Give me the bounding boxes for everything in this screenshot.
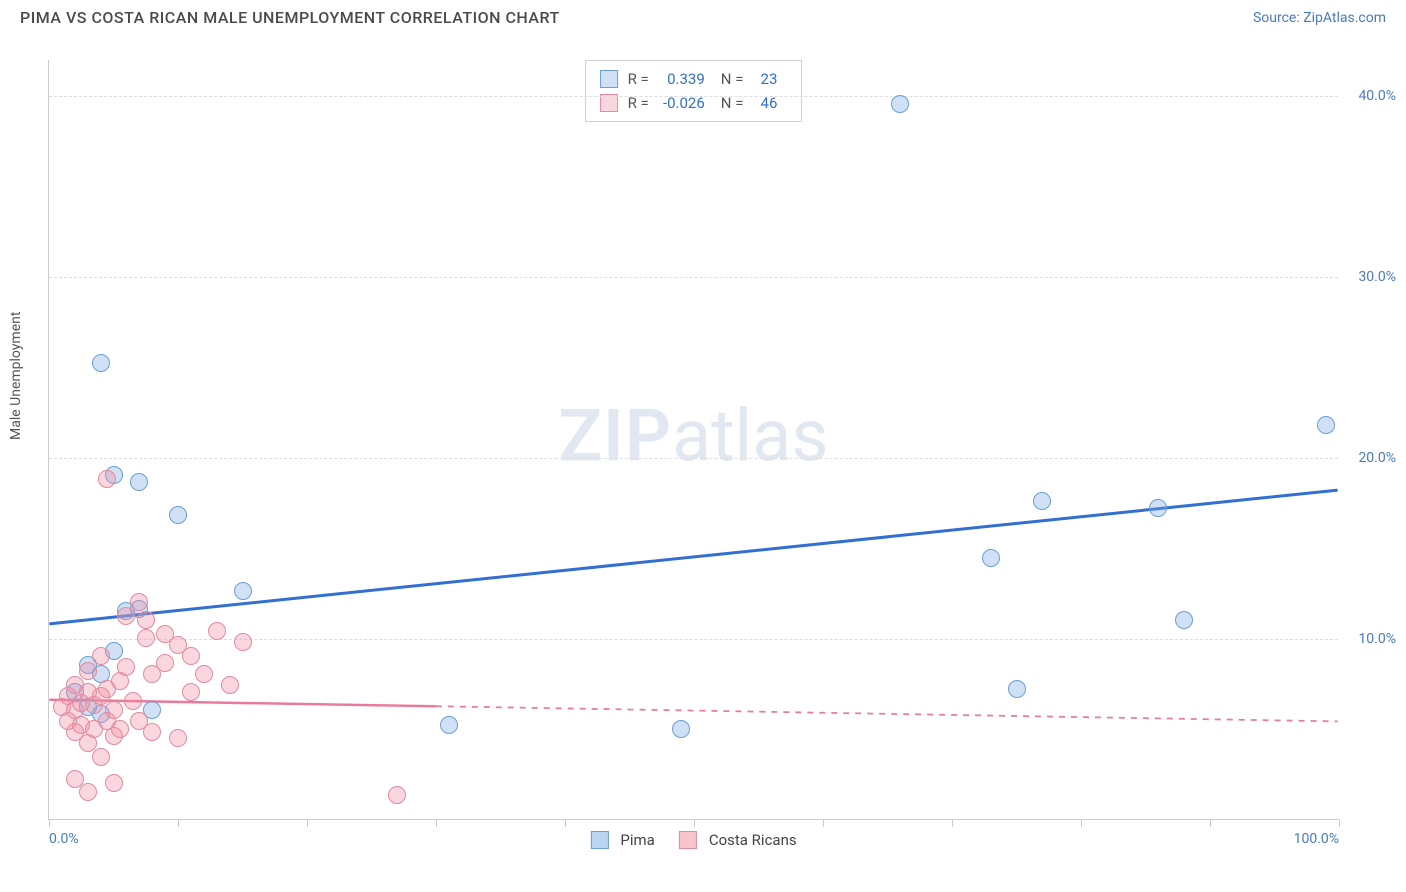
data-point (195, 665, 213, 683)
data-point (98, 470, 116, 488)
y-axis-label: Male Unemployment (8, 312, 24, 440)
data-point (388, 786, 406, 804)
x-tick (1081, 819, 1082, 827)
data-point (440, 716, 458, 734)
x-tick-label: 0.0% (49, 831, 79, 847)
data-point (59, 712, 77, 730)
data-point (156, 654, 174, 672)
legend-stat-row: R = 0.339 N =23 (600, 67, 788, 91)
data-point (92, 354, 110, 372)
r-value: 0.339 (655, 67, 705, 91)
data-point (1149, 499, 1167, 517)
legend-swatch (590, 831, 608, 849)
x-tick (952, 819, 953, 827)
data-point (672, 720, 690, 738)
x-tick (307, 819, 308, 827)
data-point (169, 729, 187, 747)
n-value: 23 (749, 67, 777, 91)
trendlines-svg (49, 60, 1338, 819)
n-label: N = (721, 91, 744, 115)
x-tick (565, 819, 566, 827)
source-label: Source: ZipAtlas.com (1253, 10, 1386, 26)
data-point (1033, 492, 1051, 510)
data-point (117, 607, 135, 625)
data-point (117, 658, 135, 676)
data-point (105, 774, 123, 792)
data-point (234, 582, 252, 600)
data-point (137, 629, 155, 647)
data-point (1317, 416, 1335, 434)
x-tick-label: 100.0% (1294, 831, 1339, 847)
legend-series-label: Costa Ricans (709, 831, 797, 849)
data-point (105, 701, 123, 719)
data-point (137, 611, 155, 629)
header: PIMA VS COSTA RICAN MALE UNEMPLOYMENT CO… (0, 0, 1406, 31)
legend-series-item: Pima (590, 831, 654, 849)
gridline (49, 96, 1338, 97)
y-tick-label: 40.0% (1358, 88, 1396, 104)
x-tick (823, 819, 824, 827)
chart-title: PIMA VS COSTA RICAN MALE UNEMPLOYMENT CO… (20, 8, 560, 27)
y-tick-label: 30.0% (1358, 269, 1396, 285)
data-point (1175, 611, 1193, 629)
r-value: -0.026 (655, 91, 705, 115)
data-point (79, 783, 97, 801)
data-point (130, 473, 148, 491)
data-point (1008, 680, 1026, 698)
legend-stat-row: R = -0.026 N =46 (600, 91, 788, 115)
x-tick (1210, 819, 1211, 827)
r-label: R = (628, 91, 649, 115)
watermark: ZIPatlas (558, 393, 828, 478)
legend-series-item: Costa Ricans (679, 831, 797, 849)
x-tick (1339, 819, 1340, 827)
x-tick (178, 819, 179, 827)
y-tick-label: 10.0% (1358, 631, 1396, 647)
data-point (182, 647, 200, 665)
x-tick (49, 819, 50, 827)
gridline (49, 458, 1338, 459)
y-tick-label: 20.0% (1358, 450, 1396, 466)
legend-series-label: Pima (620, 831, 654, 849)
data-point (169, 506, 187, 524)
x-tick (694, 819, 695, 827)
legend-swatch (600, 70, 618, 88)
chart-plot-area: ZIPatlas R =0.339N =23R =-0.026N =46 Pim… (48, 60, 1338, 820)
r-label: R = (628, 67, 649, 91)
data-point (143, 723, 161, 741)
data-point (124, 692, 142, 710)
legend-swatch (679, 831, 697, 849)
legend-stats: R = 0.339 N =23 R = -0.026 N =46 (585, 60, 803, 122)
legend-series: Pima Costa Ricans (590, 831, 796, 849)
data-point (79, 662, 97, 680)
data-point (92, 647, 110, 665)
data-point (221, 676, 239, 694)
data-point (182, 683, 200, 701)
x-tick (436, 819, 437, 827)
n-label: N = (721, 67, 744, 91)
data-point (130, 593, 148, 611)
data-point (111, 720, 129, 738)
n-value: 46 (749, 91, 777, 115)
data-point (891, 95, 909, 113)
gridline (49, 277, 1338, 278)
data-point (208, 622, 226, 640)
data-point (982, 549, 1000, 567)
data-point (92, 748, 110, 766)
data-point (234, 633, 252, 651)
